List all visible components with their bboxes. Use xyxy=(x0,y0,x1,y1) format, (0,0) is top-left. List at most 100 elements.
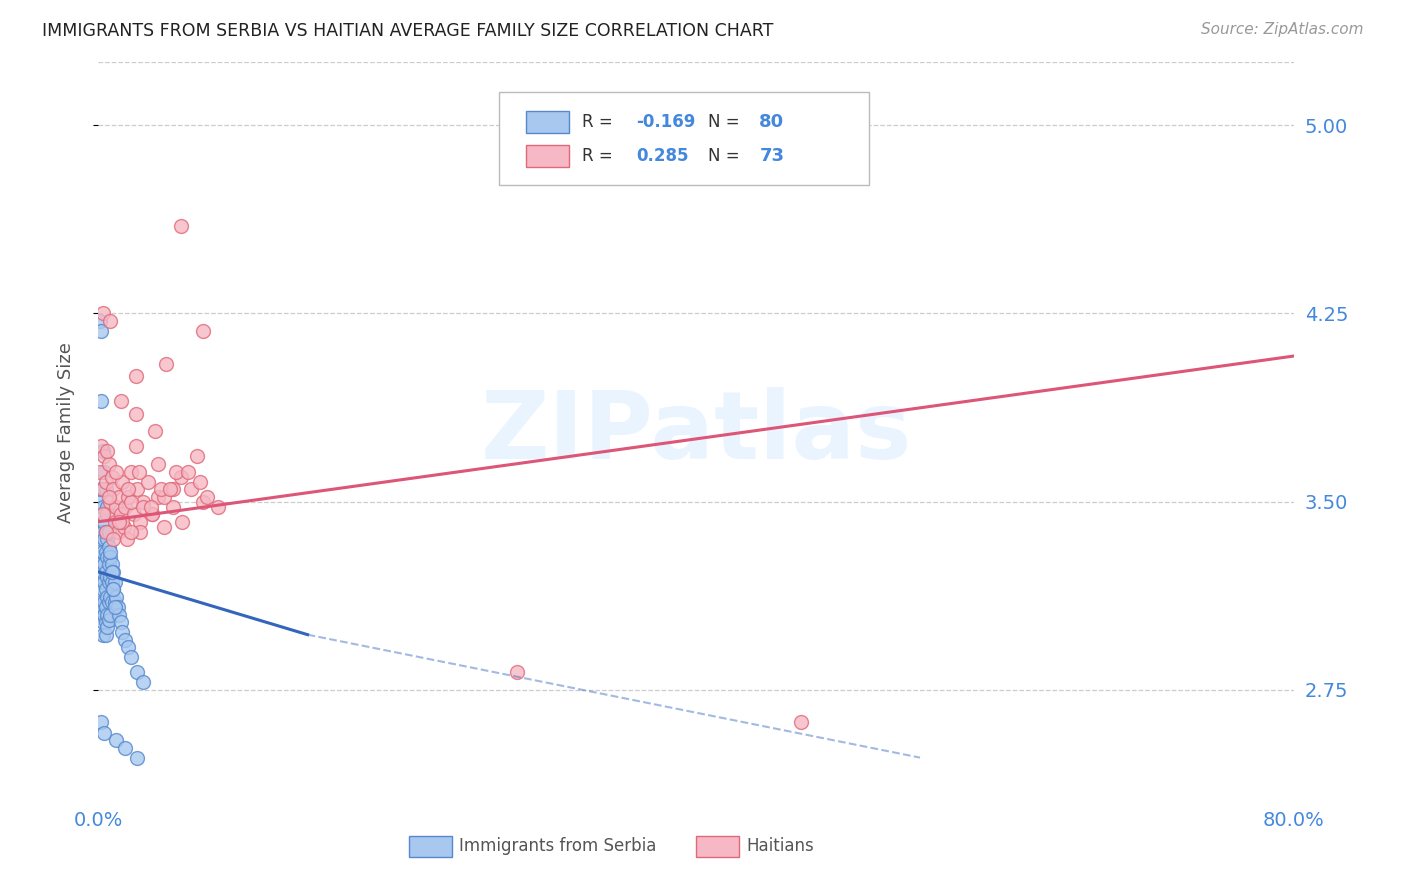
Point xyxy=(191,324,214,338)
Point xyxy=(103,533,125,547)
Point xyxy=(91,565,114,579)
Point xyxy=(97,595,120,609)
Point xyxy=(97,574,120,589)
Point xyxy=(97,558,120,572)
Point xyxy=(98,607,122,622)
Point xyxy=(104,595,127,609)
Point xyxy=(132,675,155,690)
Point xyxy=(120,524,142,539)
Point xyxy=(153,520,176,534)
Text: Source: ZipAtlas.com: Source: ZipAtlas.com xyxy=(1201,22,1364,37)
Point xyxy=(506,665,529,680)
Point xyxy=(114,740,136,755)
Point xyxy=(94,475,117,489)
Point xyxy=(93,465,115,479)
Point xyxy=(89,524,111,539)
Point xyxy=(136,475,159,489)
Point xyxy=(789,715,811,730)
Point xyxy=(148,457,170,471)
Point xyxy=(93,558,115,572)
Point xyxy=(101,469,124,483)
Text: 73: 73 xyxy=(759,146,785,165)
Point xyxy=(89,314,111,328)
Point xyxy=(111,515,134,529)
Point xyxy=(117,490,139,504)
Point xyxy=(96,590,118,604)
Point xyxy=(169,469,191,483)
Point xyxy=(90,574,112,589)
Point xyxy=(98,314,122,328)
Text: -0.169: -0.169 xyxy=(637,112,696,130)
Point xyxy=(110,394,132,409)
Point xyxy=(132,500,155,514)
Point xyxy=(125,407,148,421)
Point xyxy=(91,524,114,539)
Point xyxy=(127,665,149,680)
Point xyxy=(94,524,117,539)
Text: Immigrants from Serbia: Immigrants from Serbia xyxy=(460,838,657,855)
Point xyxy=(96,444,118,458)
Point xyxy=(93,450,115,464)
Point xyxy=(103,482,125,496)
Point xyxy=(162,500,184,514)
Point xyxy=(150,482,173,496)
Point xyxy=(97,490,120,504)
Point xyxy=(97,524,120,539)
Text: R =: R = xyxy=(582,146,619,165)
Point xyxy=(105,590,128,604)
Point xyxy=(94,627,117,641)
Point xyxy=(91,600,114,615)
Text: Haitians: Haitians xyxy=(747,838,814,855)
Point xyxy=(180,482,202,496)
Point xyxy=(90,607,112,622)
Point xyxy=(165,465,187,479)
Point xyxy=(97,457,120,471)
Point xyxy=(132,494,155,508)
Point xyxy=(127,482,149,496)
Point xyxy=(90,595,112,609)
Y-axis label: Average Family Size: Average Family Size xyxy=(56,343,75,523)
Point xyxy=(90,394,112,409)
Point xyxy=(197,490,219,504)
Point xyxy=(148,490,170,504)
Point xyxy=(111,625,134,640)
Point xyxy=(101,565,124,579)
FancyBboxPatch shape xyxy=(526,145,569,167)
Point xyxy=(94,545,117,559)
FancyBboxPatch shape xyxy=(696,836,740,857)
Point xyxy=(153,490,176,504)
Point xyxy=(91,306,114,320)
Point xyxy=(94,482,117,496)
Point xyxy=(93,533,115,547)
Point xyxy=(117,640,139,655)
Point xyxy=(94,582,117,597)
Point xyxy=(110,507,132,521)
Point xyxy=(141,507,163,521)
Point xyxy=(108,607,131,622)
Point xyxy=(90,507,112,521)
Point xyxy=(207,500,229,514)
Point xyxy=(110,615,132,629)
Point xyxy=(101,595,124,609)
Point xyxy=(105,733,128,747)
Point xyxy=(177,465,200,479)
Point xyxy=(97,540,120,554)
Point xyxy=(90,324,112,338)
Point xyxy=(93,574,115,589)
Point xyxy=(96,507,118,521)
Point xyxy=(90,558,112,572)
Point xyxy=(143,425,166,439)
Point xyxy=(105,465,128,479)
Point xyxy=(91,444,114,458)
Point xyxy=(94,565,117,579)
Point xyxy=(89,465,111,479)
Point xyxy=(91,615,114,629)
Point xyxy=(93,725,115,739)
Point xyxy=(96,500,118,514)
Point xyxy=(98,545,122,559)
Point xyxy=(91,507,114,521)
Point xyxy=(103,565,125,579)
FancyBboxPatch shape xyxy=(526,111,569,133)
Point xyxy=(91,482,114,496)
Text: 80: 80 xyxy=(759,112,785,130)
